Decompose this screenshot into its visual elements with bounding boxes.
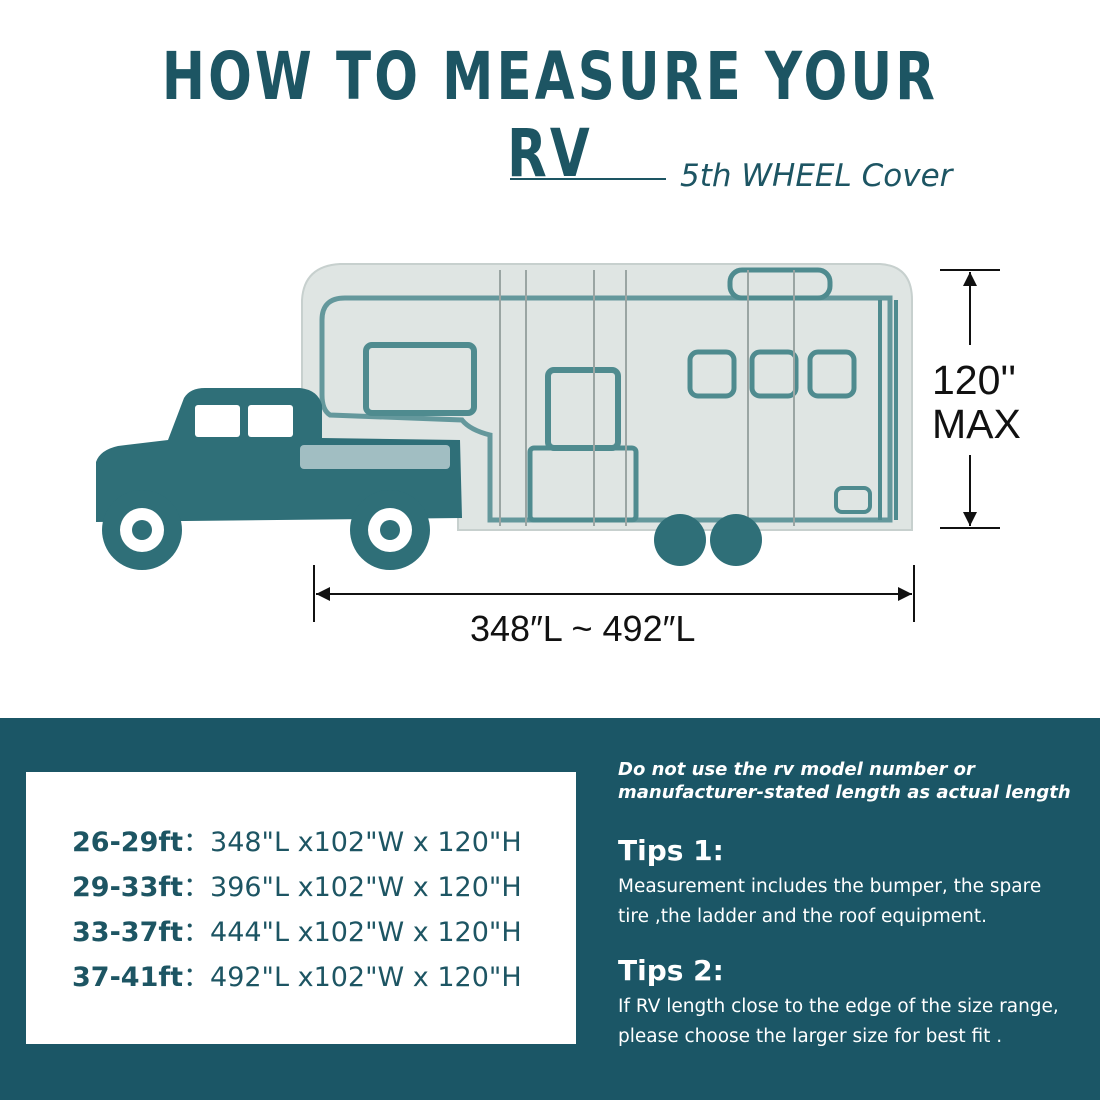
size-range: 37-41ft [72, 962, 184, 993]
tip-line: please choose the larger size for best f… [618, 1026, 1003, 1047]
height-max: MAX [932, 401, 1021, 447]
rv-cover-illustration [301, 263, 913, 566]
truck-illustration [96, 388, 462, 570]
page-title: HOW TO MEASURE YOUR RV [161, 38, 939, 192]
size-range: 29-33ft [72, 872, 184, 903]
rv-measurement-diagram [96, 263, 1000, 622]
size-dimensions: 396"L x102"W x 120"H [210, 872, 522, 903]
length-range-label: 348″L ~ 492″L [470, 608, 696, 649]
size-row: 33-37ft：444"L x102"W x 120"H [72, 910, 522, 949]
size-row: 37-41ft：492"L x102"W x 120"H [72, 955, 522, 994]
size-separator: ： [183, 827, 211, 858]
size-separator: ： [183, 917, 211, 948]
tip-line: tire ,the ladder and the roof equipment. [618, 906, 987, 927]
page-subtitle: 5th WHEEL Cover [680, 158, 953, 194]
tip-text: If RV length close to the edge of the si… [618, 992, 1088, 1052]
size-dimensions: 348"L x102"W x 120"H [210, 827, 522, 858]
height-label: 120'' MAX [932, 358, 1021, 446]
height-value: 120'' [932, 357, 1017, 403]
info-panel: 26-29ft：348"L x102"W x 120"H 29-33ft：396… [0, 718, 1100, 1100]
size-separator: ： [183, 962, 211, 993]
notice-line: Do not use the rv model number or [618, 759, 975, 780]
tip-text: Measurement includes the bumper, the spa… [618, 872, 1088, 932]
size-range: 26-29ft [72, 827, 184, 858]
size-range: 33-37ft [72, 917, 184, 948]
tip-line: Measurement includes the bumper, the spa… [618, 876, 1042, 897]
size-dimensions: 492"L x102"W x 120"H [210, 962, 522, 993]
notice-line: manufacturer-stated length as actual len… [618, 782, 1071, 803]
measurement-notice: Do not use the rv model number or manufa… [618, 758, 1078, 804]
size-dimensions: 444"L x102"W x 120"H [210, 917, 522, 948]
size-row: 29-33ft：396"L x102"W x 120"H [72, 865, 522, 904]
height-dimension-line [940, 269, 1000, 529]
size-chart-card: 26-29ft：348"L x102"W x 120"H 29-33ft：396… [26, 772, 576, 1044]
length-dimension-line [313, 565, 915, 622]
tip-line: If RV length close to the edge of the si… [618, 996, 1059, 1017]
size-row: 26-29ft：348"L x102"W x 120"H [72, 820, 522, 859]
tip-heading: Tips 2: [618, 954, 724, 987]
tip-heading: Tips 1: [618, 834, 724, 867]
subtitle-divider [510, 178, 666, 180]
size-separator: ： [183, 872, 211, 903]
